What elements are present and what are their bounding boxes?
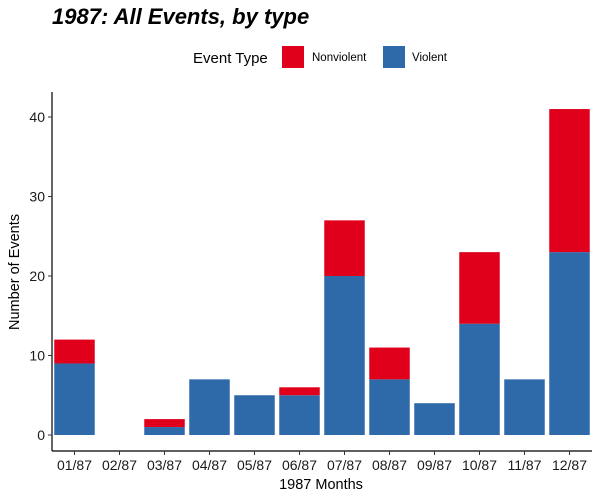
y-tick-label: 30 — [29, 189, 45, 205]
x-tick-label: 01/87 — [57, 457, 92, 473]
x-tick-label: 07/87 — [327, 457, 362, 473]
bar-nonviolent-06-87 — [279, 387, 320, 396]
bar-violent-03-87 — [144, 427, 185, 435]
bar-violent-01-87 — [54, 363, 95, 435]
bar-violent-06-87 — [279, 395, 320, 435]
bar-violent-10-87 — [459, 323, 500, 435]
y-tick-label: 40 — [29, 109, 45, 125]
bar-nonviolent-01-87 — [54, 339, 95, 364]
bar-nonviolent-12-87 — [549, 109, 590, 253]
bar-violent-05-87 — [234, 395, 275, 435]
y-tick-label: 10 — [29, 348, 45, 364]
x-tick-label: 11/87 — [508, 457, 542, 473]
bar-violent-12-87 — [549, 252, 590, 435]
bar-nonviolent-07-87 — [324, 220, 365, 276]
legend-label-violent: Violent — [412, 52, 447, 64]
bar-nonviolent-03-87 — [144, 419, 185, 428]
bar-nonviolent-08-87 — [369, 347, 410, 380]
legend-swatch-nonviolent — [282, 46, 304, 68]
bar-nonviolent-10-87 — [459, 252, 500, 324]
legend-label-nonviolent: Nonviolent — [312, 52, 367, 64]
x-tick-label: 02/87 — [102, 457, 137, 473]
legend-title: Event Type — [193, 50, 268, 67]
y-tick-label: 0 — [37, 427, 45, 443]
y-axis-title: Number of Events — [7, 214, 23, 330]
x-tick-label: 12/87 — [552, 457, 587, 473]
y-tick-label: 20 — [29, 268, 45, 284]
bar-violent-09-87 — [414, 403, 455, 435]
x-tick-label: 04/87 — [192, 457, 227, 473]
chart-title: 1987: All Events, by type — [52, 4, 310, 29]
bar-violent-04-87 — [189, 379, 230, 435]
bars-group — [54, 109, 590, 435]
x-tick-label: 09/87 — [417, 457, 452, 473]
x-tick-label: 08/87 — [372, 457, 407, 473]
bar-violent-11-87 — [504, 379, 545, 435]
x-tick-label: 06/87 — [282, 457, 317, 473]
bar-violent-07-87 — [324, 276, 365, 435]
legend: Event Type Nonviolent Violent — [0, 44, 600, 72]
axes-group: 0 10 20 30 40 01/87 02/87 03/87 04/87 05/87 06/87 0… — [29, 92, 592, 473]
x-tick-label: 05/87 — [237, 457, 272, 473]
x-tick-label: 10/87 — [462, 457, 497, 473]
bar-violent-08-87 — [369, 379, 410, 435]
x-axis-title: 1987 Months — [279, 477, 363, 493]
legend-swatch-violent — [383, 46, 405, 68]
x-tick-label: 03/87 — [147, 457, 182, 473]
